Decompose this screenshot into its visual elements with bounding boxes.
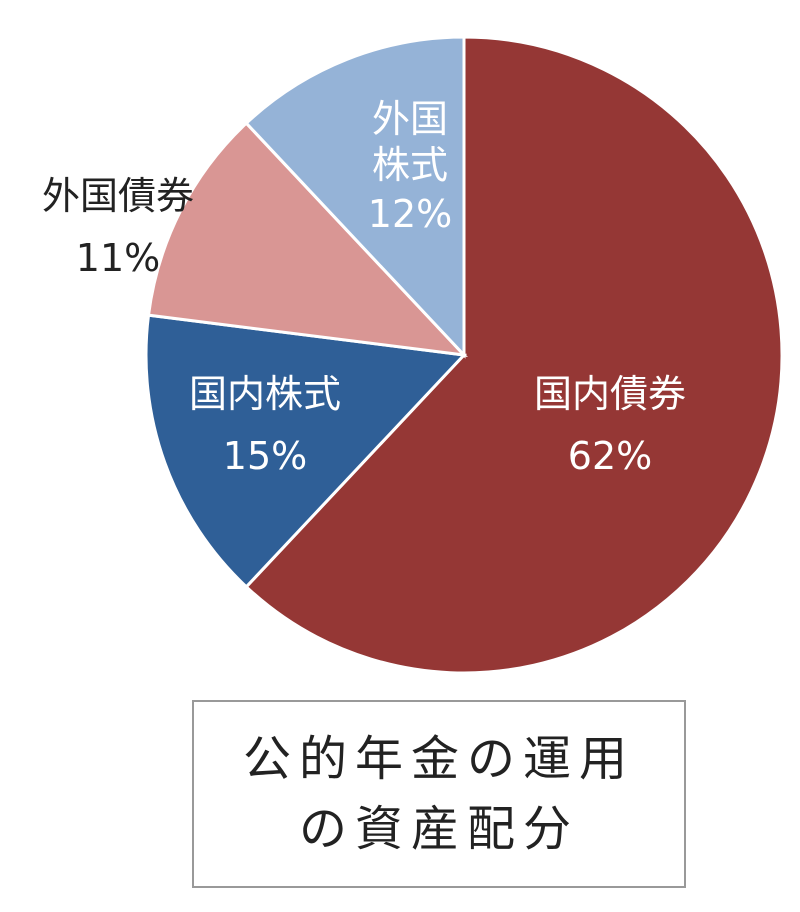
title-box: 公的年金の運用の資産配分 xyxy=(192,700,686,888)
slice-label: 外国株式 xyxy=(371,97,448,187)
slice-label: 外国債券 xyxy=(41,174,195,218)
pie-slice xyxy=(244,35,784,675)
pie-slice xyxy=(146,121,468,358)
pie-slice xyxy=(144,313,468,589)
slice-label: 国内債券 xyxy=(533,372,687,416)
value-label: 15% xyxy=(222,434,308,478)
value-label: 11% xyxy=(75,236,161,280)
pie-slice xyxy=(244,35,466,359)
chart-title: 公的年金の運用の資産配分 xyxy=(242,731,635,857)
value-label: 12% xyxy=(367,192,453,236)
slice-label: 国内株式 xyxy=(188,372,342,416)
value-label: 62% xyxy=(567,434,653,478)
